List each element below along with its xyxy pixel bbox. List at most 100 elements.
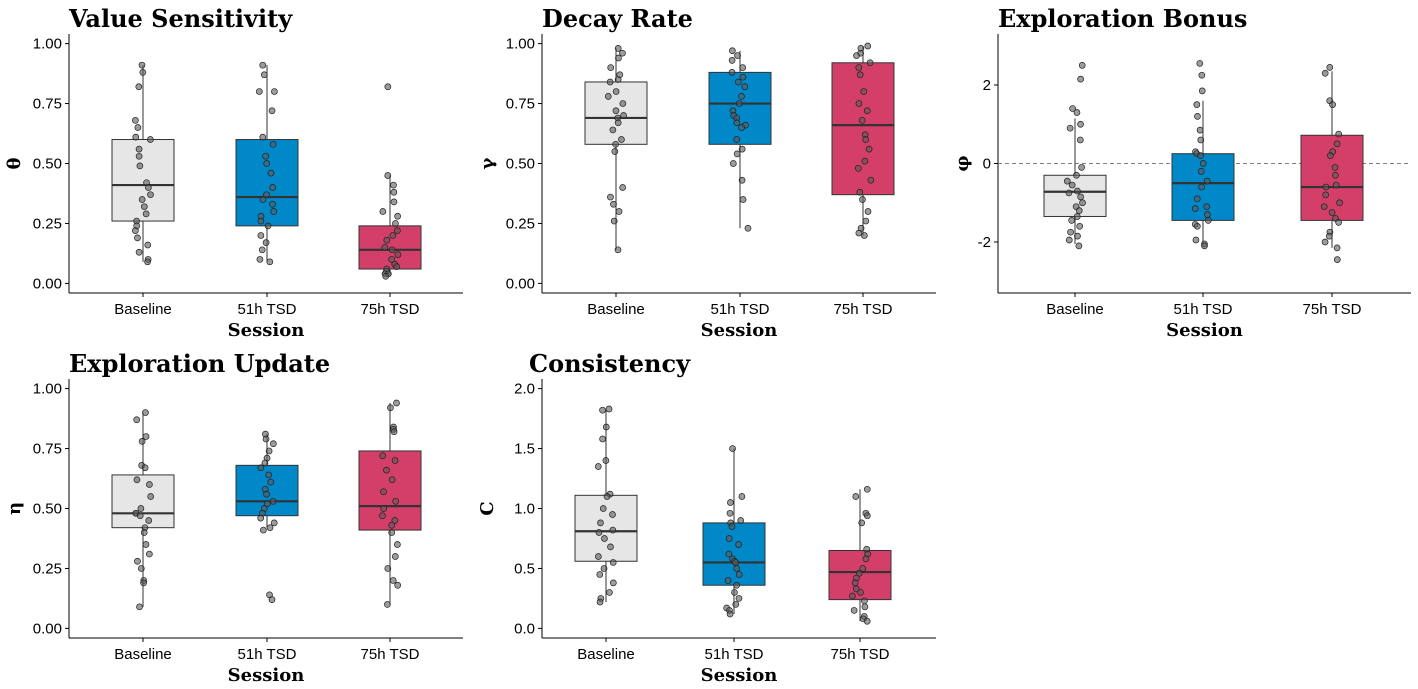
x-tick-label: 75h TSD <box>361 646 420 663</box>
data-point <box>393 399 400 407</box>
data-point <box>1326 64 1334 71</box>
data-point <box>1073 171 1080 179</box>
data-point <box>134 557 141 565</box>
data-point <box>144 241 152 249</box>
data-point <box>394 212 401 220</box>
data-point <box>135 145 143 153</box>
data-point <box>612 140 619 148</box>
box-75h-tsd <box>831 62 895 196</box>
data-point <box>383 236 391 244</box>
data-point <box>741 83 749 91</box>
y-axis-title: C <box>477 501 498 515</box>
data-point <box>597 519 604 527</box>
data-point <box>734 78 742 86</box>
data-point <box>861 597 868 605</box>
data-point <box>1078 62 1086 69</box>
data-point <box>1194 113 1201 120</box>
data-point <box>147 191 154 199</box>
data-point <box>852 585 860 593</box>
data-point <box>1327 152 1334 160</box>
data-point <box>609 526 617 534</box>
data-point <box>1198 87 1206 95</box>
data-point <box>379 512 386 520</box>
data-point <box>388 529 396 536</box>
data-point <box>602 423 610 431</box>
y-axis-title: η <box>4 502 25 515</box>
data-point <box>137 505 145 512</box>
data-point <box>142 541 150 548</box>
data-point <box>612 88 620 95</box>
data-point <box>600 565 608 572</box>
x-tick-label: 51h TSD <box>1174 301 1233 318</box>
data-point <box>265 471 273 479</box>
data-point <box>1198 71 1206 79</box>
y-tick-label: 0.00 <box>33 620 62 637</box>
data-point <box>856 71 864 79</box>
data-point <box>136 162 144 170</box>
x-tick-label: Baseline <box>1046 301 1104 318</box>
data-point <box>141 464 149 472</box>
data-point <box>860 232 868 239</box>
data-point <box>138 61 146 69</box>
data-point <box>394 541 401 548</box>
data-point <box>1192 236 1200 244</box>
data-point <box>1332 171 1339 179</box>
data-point <box>384 172 392 179</box>
data-point <box>1075 207 1083 214</box>
data-point <box>739 64 747 71</box>
data-point <box>862 555 870 563</box>
data-point <box>1065 189 1073 197</box>
data-point <box>135 152 143 160</box>
data-point <box>602 457 610 464</box>
data-point <box>1076 222 1084 230</box>
data-point <box>1321 238 1329 246</box>
x-tick-label: 75h TSD <box>834 301 893 318</box>
data-point <box>609 126 617 134</box>
data-point <box>262 435 270 443</box>
panel-exploration-bonus: Exploration Bonus -2 0 2 Baseline 51h TSD 75h … <box>952 4 1411 341</box>
data-point <box>260 71 268 79</box>
data-point <box>865 145 873 153</box>
data-point <box>725 550 733 558</box>
data-point <box>1322 183 1330 191</box>
data-point <box>261 459 269 467</box>
data-point <box>1193 195 1201 203</box>
data-point <box>859 565 867 572</box>
data-point <box>1077 193 1085 201</box>
box-75h-tsd <box>358 450 422 531</box>
data-point <box>1074 187 1081 195</box>
y-tick-label: 0.50 <box>506 156 535 173</box>
data-point <box>133 476 141 484</box>
data-point <box>1333 256 1341 263</box>
data-point <box>596 598 604 606</box>
y-tick-label: 0.00 <box>506 275 535 292</box>
y-tick-label: 1.00 <box>33 36 62 53</box>
y-tick-label: 0.75 <box>506 96 535 113</box>
y-tick-label: -2 <box>978 234 991 251</box>
data-point <box>266 258 274 266</box>
data-point <box>729 160 737 167</box>
data-point <box>263 490 270 498</box>
data-point <box>140 579 147 587</box>
data-point <box>1066 124 1074 132</box>
data-point <box>263 191 270 199</box>
data-point <box>1203 203 1211 211</box>
data-point <box>595 553 602 560</box>
data-point <box>607 193 614 201</box>
data-point <box>132 227 139 234</box>
data-point <box>388 256 396 263</box>
data-point <box>739 73 747 81</box>
data-point <box>1335 219 1342 226</box>
data-point <box>1321 69 1329 77</box>
x-axis-title: Session <box>701 320 778 341</box>
data-point <box>599 505 607 512</box>
data-point <box>728 57 736 64</box>
data-point <box>269 497 277 505</box>
data-point <box>858 116 866 124</box>
data-point <box>614 246 622 254</box>
data-point <box>133 416 141 424</box>
data-point <box>379 452 387 460</box>
data-point <box>138 196 146 203</box>
data-point <box>1198 183 1205 191</box>
data-point <box>614 76 622 83</box>
